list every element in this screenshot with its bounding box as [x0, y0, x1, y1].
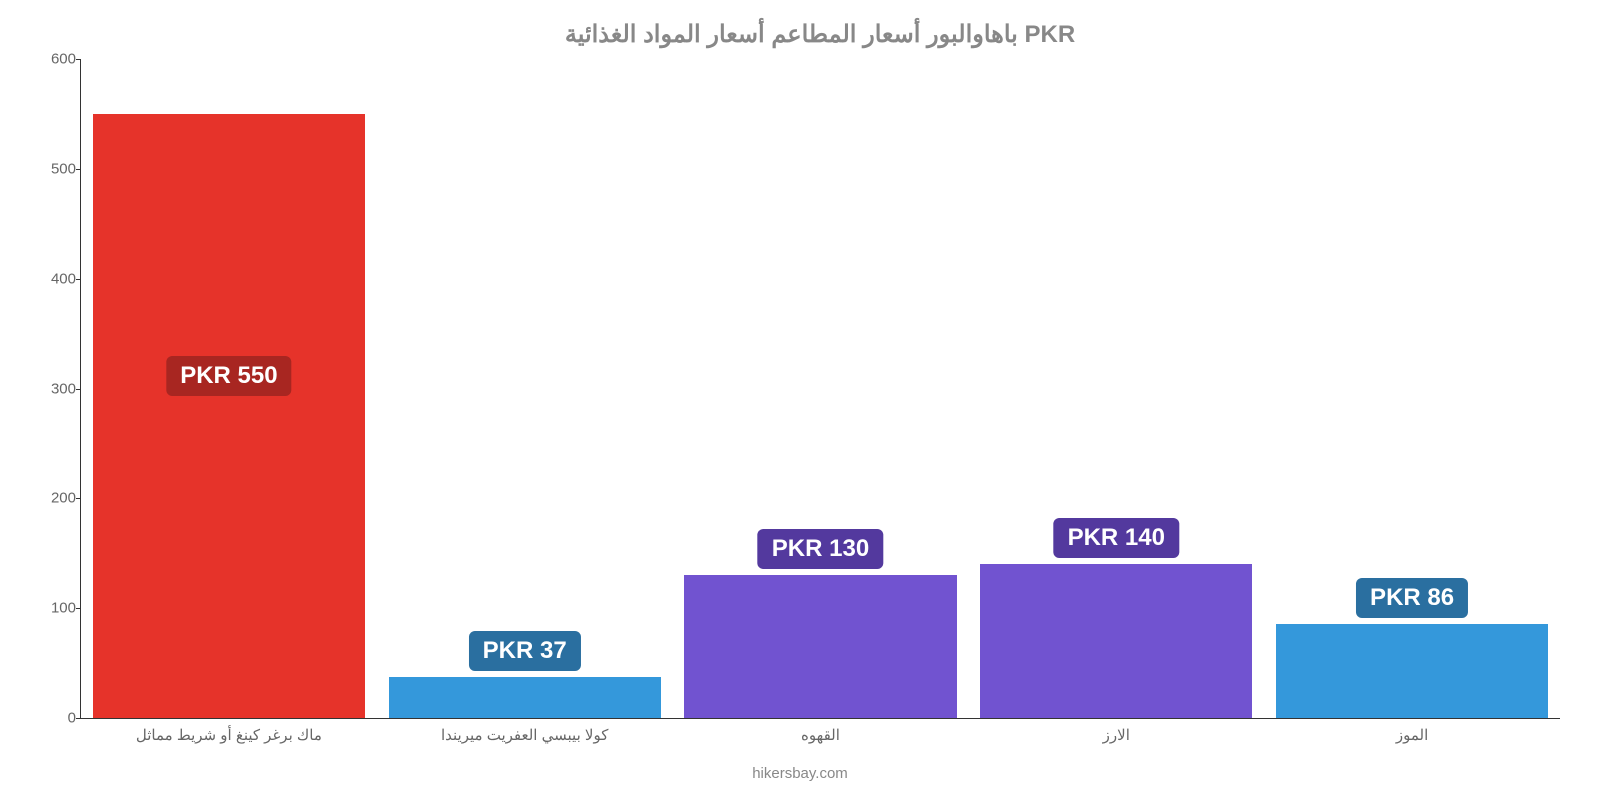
bar-slot: PKR 550ماك برغر كينغ أو شريط مماثل	[81, 59, 377, 718]
y-tick-label: 0	[31, 710, 76, 727]
bar: PKR 37	[389, 677, 661, 718]
attribution-text: hikersbay.com	[0, 765, 1600, 782]
value-label: PKR 140	[1054, 518, 1179, 558]
bar: PKR 550	[93, 114, 365, 718]
price-chart: باهاوالبور أسعار المطاعم أسعار المواد ال…	[0, 0, 1600, 800]
y-tick-label: 500	[31, 160, 76, 177]
value-label: PKR 37	[469, 631, 581, 671]
value-label: PKR 130	[758, 529, 883, 569]
bar-slot: PKR 86الموز	[1264, 59, 1560, 718]
chart-title: باهاوالبور أسعار المطاعم أسعار المواد ال…	[80, 20, 1560, 49]
bar: PKR 86	[1276, 624, 1548, 718]
x-axis-label: القهوه	[801, 726, 840, 744]
bar: PKR 140	[980, 564, 1252, 718]
x-axis-label: الارز	[1103, 726, 1130, 744]
y-tick-label: 600	[31, 51, 76, 68]
x-axis-label: ماك برغر كينغ أو شريط مماثل	[136, 726, 322, 744]
value-label: PKR 550	[166, 356, 291, 396]
bar-slot: PKR 140الارز	[968, 59, 1264, 718]
plot-area: 0100200300400500600 PKR 550ماك برغر كينغ…	[80, 59, 1560, 719]
y-tick-label: 100	[31, 600, 76, 617]
x-axis-label: كولا بيبسي العفريت ميريندا	[441, 726, 608, 744]
value-label: PKR 86	[1356, 578, 1468, 618]
bar: PKR 130	[684, 575, 956, 718]
y-tick-label: 300	[31, 380, 76, 397]
bar-slot: PKR 130القهوه	[673, 59, 969, 718]
bars-group: PKR 550ماك برغر كينغ أو شريط مماثلPKR 37…	[81, 59, 1560, 718]
y-tick-label: 200	[31, 490, 76, 507]
y-tick-label: 400	[31, 270, 76, 287]
bar-slot: PKR 37كولا بيبسي العفريت ميريندا	[377, 59, 673, 718]
x-axis-label: الموز	[1396, 726, 1428, 744]
